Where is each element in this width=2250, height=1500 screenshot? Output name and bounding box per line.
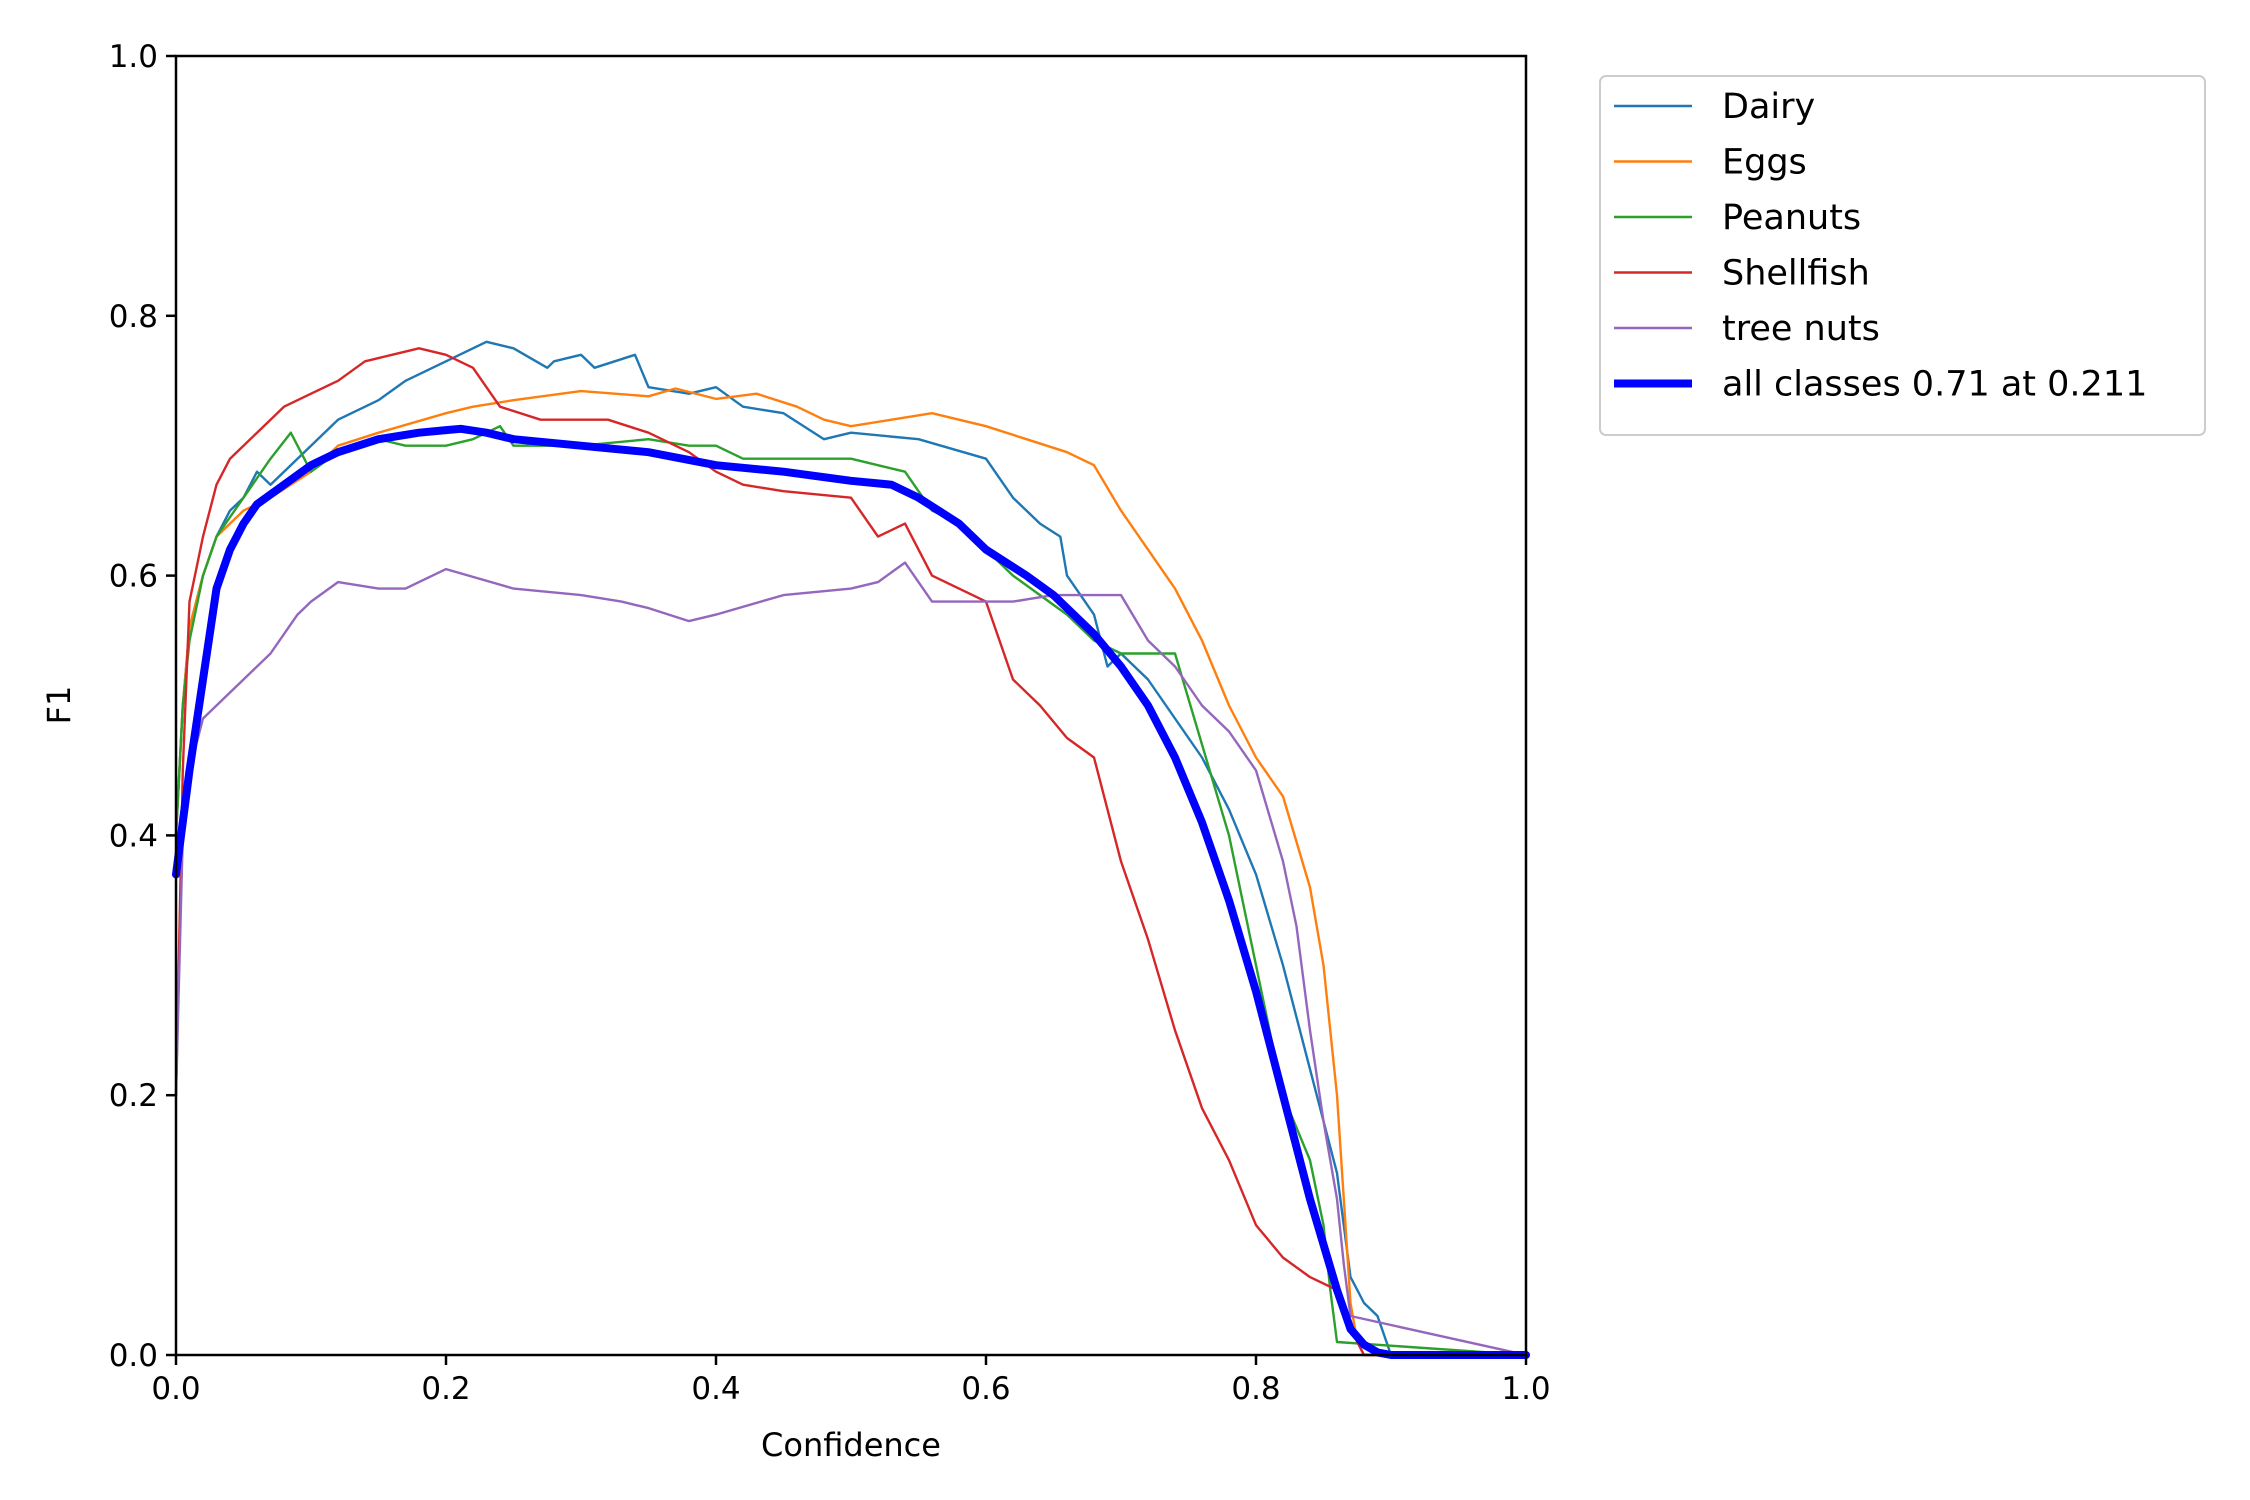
plot-frame [174,54,1528,1357]
legend: Dairy Eggs Peanuts Shellfish tree nuts all cl… [1599,75,2206,436]
y-tick-label: 0.8 [109,299,158,335]
y-tick-label: 0.4 [109,818,158,854]
x-tick-label: 0.8 [1231,1371,1280,1407]
y-tick-label: 0.6 [109,559,158,595]
y-tick-label: 0.0 [109,1338,158,1374]
series-layer [172,340,1530,1359]
legend-frame [1599,75,2206,436]
y-tick-label: 1.0 [109,39,158,75]
series-line-3 [174,347,1528,1357]
axes-layer: 0.0 0.2 0.4 0.6 0.8 1.0 0.0 0.2 0.4 0.6 0.8 1.0 [109,39,1551,1407]
y-tick-label: 0.2 [109,1078,158,1114]
legend-label-0: Dairy [1722,87,1815,127]
series-line-5 [172,424,1530,1359]
legend-label-5: all classes 0.71 at 0.211 [1722,365,2147,405]
series-line-0 [174,340,1528,1357]
x-tick-label: 0.2 [421,1371,470,1407]
legend-label-1: Eggs [1722,143,1807,183]
series-line-4 [174,561,1528,1357]
x-tick-label: 1.0 [1501,1371,1550,1407]
x-tick-label: 0.4 [691,1371,740,1407]
legend-label-3: Shellfish [1722,254,1870,294]
x-tick-label: 0.0 [151,1371,200,1407]
x-axis-title: Confidence [761,1426,941,1464]
legend-label-4: tree nuts [1722,309,1880,349]
x-tick-label: 0.6 [961,1371,1010,1407]
series-line-2 [174,425,1528,1357]
legend-label-2: Peanuts [1722,198,1861,238]
y-axis-title: F1 [40,686,78,725]
